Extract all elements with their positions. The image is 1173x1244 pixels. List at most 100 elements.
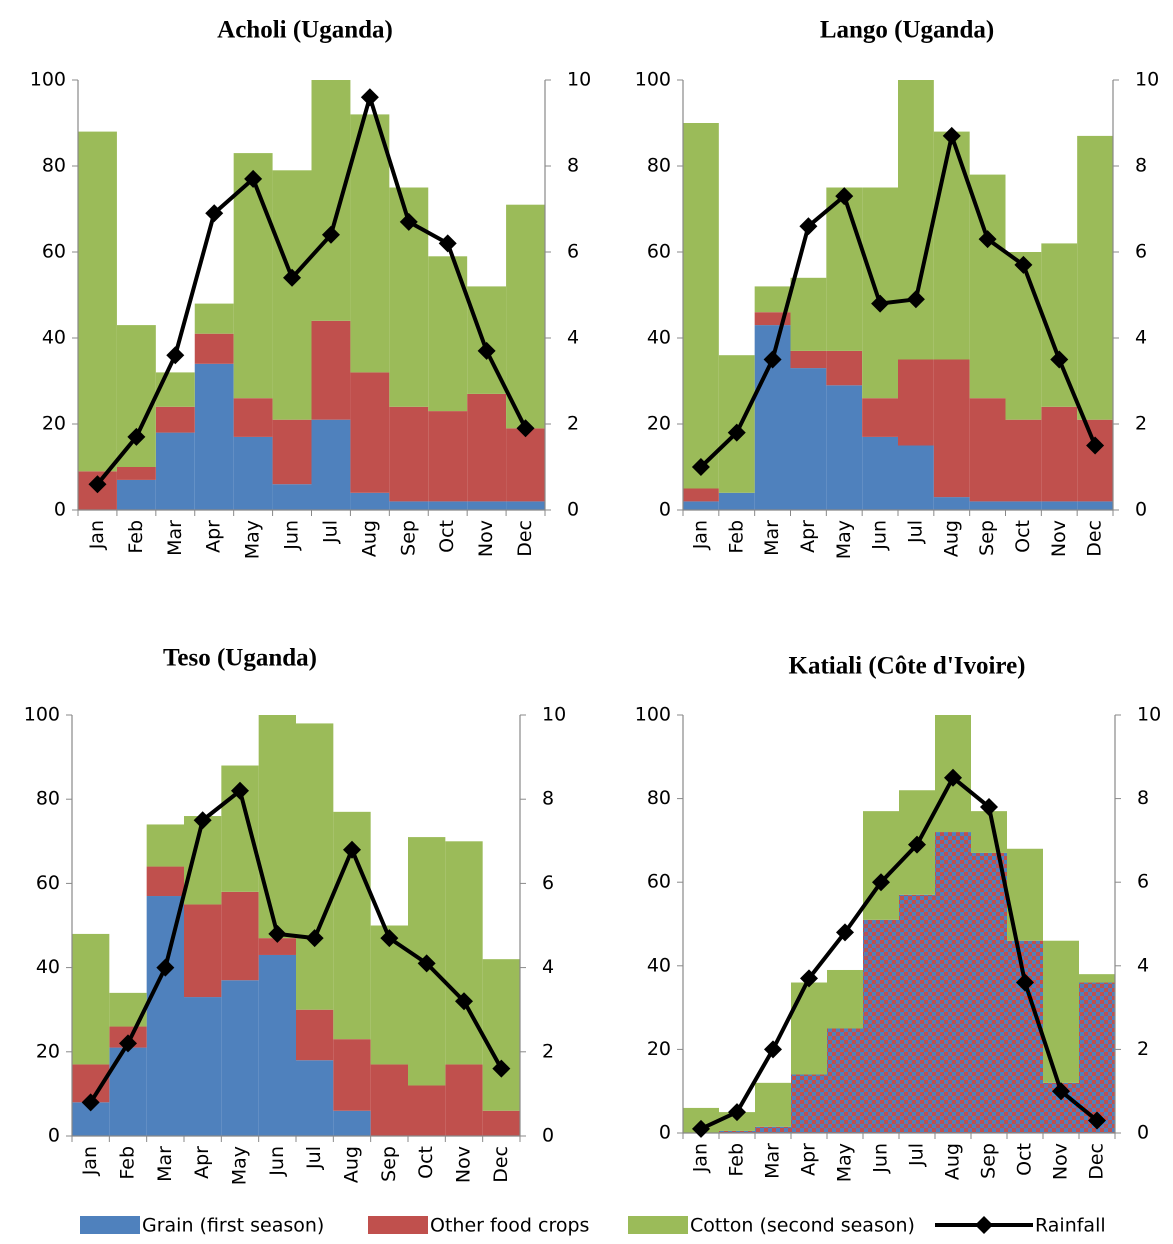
y2-tick-label: 0	[542, 1125, 554, 1147]
bar-segment	[862, 436, 898, 510]
bar-segment	[109, 992, 147, 1027]
y-tick-label: 20	[647, 1038, 671, 1060]
y-tick-label: 100	[24, 704, 60, 726]
bar-segment	[683, 123, 719, 489]
rainfall-line	[88, 788, 504, 1104]
legend-swatch	[368, 1216, 428, 1234]
bar-segment	[296, 1009, 334, 1061]
bar-segment	[791, 982, 827, 1075]
legend-swatch	[975, 1216, 993, 1234]
bar-segment	[1043, 940, 1079, 1083]
bar-segment	[971, 811, 1007, 853]
legend-label: Cotton (second season)	[690, 1215, 915, 1237]
y-tick-label: 60	[647, 871, 671, 893]
x-tick-label: Jun	[869, 520, 891, 551]
rainfall-marker	[88, 475, 107, 494]
bar-segment	[862, 187, 898, 399]
y2-tick-label: 0	[567, 499, 579, 521]
x-tick-label: Feb	[726, 1143, 748, 1177]
bar-segment	[790, 368, 827, 510]
rainfall-marker	[244, 169, 263, 188]
y2-tick-label: 2	[1137, 1038, 1149, 1060]
bar-segment	[194, 303, 234, 334]
bar-segment	[933, 131, 970, 360]
bar-segment	[898, 80, 934, 360]
y-tick-label: 40	[36, 956, 60, 978]
rainfall-marker	[1086, 436, 1105, 455]
bar-segment	[258, 938, 296, 955]
y2-tick-label: 2	[542, 1040, 554, 1062]
rainfall-marker	[156, 958, 175, 977]
bar-segment	[1041, 501, 1078, 510]
x-tick-label: Nov	[475, 520, 497, 557]
bar-segment	[826, 187, 863, 351]
bar-segment	[258, 954, 296, 1136]
x-tick-label: Jul	[303, 1146, 325, 1170]
y-tick-label: 40	[42, 327, 66, 349]
rainfall-marker	[438, 234, 457, 253]
rainfall-marker	[343, 840, 361, 859]
x-tick-label: Aug	[942, 1143, 964, 1180]
y2-tick-label: 10	[1137, 704, 1161, 726]
x-tick-label: Jan	[79, 1146, 101, 1176]
y-tick-label: 0	[659, 499, 671, 521]
bar-segment	[862, 398, 898, 437]
bar-segment	[272, 170, 312, 420]
rainfall-marker	[1016, 973, 1034, 992]
x-tick-label: Nov	[1050, 1143, 1072, 1180]
legend-swatch	[80, 1216, 140, 1234]
x-tick-label: May	[834, 1143, 856, 1182]
bar-segment	[389, 406, 429, 502]
y-tick-label: 80	[647, 155, 671, 177]
bar-segment	[428, 411, 468, 502]
x-tick-label: Apr	[191, 1146, 213, 1179]
legend-label: Grain (first season)	[142, 1215, 324, 1237]
rainfall-line	[700, 775, 1099, 1131]
x-tick-label: Mar	[762, 1143, 784, 1179]
rainfall-marker	[166, 346, 185, 365]
bar-segment	[296, 723, 334, 1010]
x-tick-label: Jan	[690, 1143, 712, 1173]
bar-segment	[482, 1110, 520, 1136]
x-tick-label: Mar	[761, 520, 783, 556]
bar-segment	[272, 419, 312, 485]
x-tick-label: May	[242, 520, 264, 559]
rainfall-marker	[1014, 255, 1033, 274]
bar-segment	[408, 1085, 446, 1136]
x-tick-label: Jan	[689, 520, 711, 550]
rainfall-marker	[763, 350, 782, 369]
y2-tick-label: 4	[567, 327, 579, 349]
rainfall-marker	[908, 835, 926, 854]
rainfall-marker	[942, 126, 961, 145]
bar-segment	[827, 969, 863, 1029]
bar-segment	[933, 359, 970, 498]
bar-segment	[258, 715, 296, 939]
rainfall-line	[95, 95, 528, 486]
bar-segment	[233, 398, 273, 437]
bar-segment	[184, 816, 222, 905]
y-tick-label: 80	[647, 787, 671, 809]
rainfall-marker	[871, 294, 890, 313]
y-tick-label: 40	[647, 327, 671, 349]
y-tick-label: 60	[36, 872, 60, 894]
rainfall-marker	[417, 954, 436, 973]
rainfall-marker	[477, 341, 496, 360]
x-tick-label: Sep	[397, 520, 419, 556]
y-tick-label: 0	[54, 499, 66, 521]
rainfall-line	[699, 133, 1097, 469]
rainfall-marker	[906, 290, 925, 309]
rainfall-marker	[231, 781, 249, 800]
y2-tick-label: 8	[1135, 155, 1147, 177]
bar-segment	[482, 959, 520, 1111]
rainfall-marker	[492, 1059, 511, 1078]
y2-tick-label: 10	[542, 704, 566, 726]
y2-tick-label: 4	[1135, 327, 1147, 349]
bar-segment	[146, 866, 184, 897]
x-tick-label: Sep	[378, 1146, 400, 1182]
bar-segment	[146, 896, 184, 1136]
bar-segment	[445, 1064, 483, 1136]
rainfall-marker	[764, 1040, 782, 1059]
y-tick-label: 60	[42, 241, 66, 263]
chart-title: Katiali (Côte d'Ivoire)	[789, 653, 1026, 680]
y2-tick-label: 8	[1137, 787, 1149, 809]
